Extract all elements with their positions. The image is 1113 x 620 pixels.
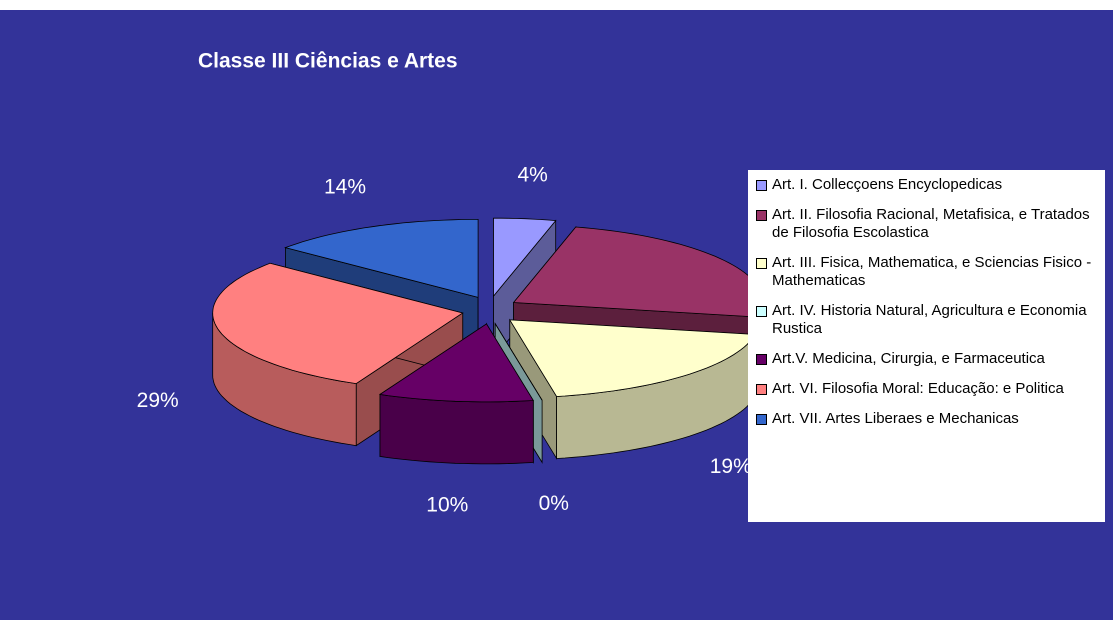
data-label: 29% — [137, 389, 179, 412]
pie-slice — [284, 218, 479, 298]
legend-swatch — [756, 354, 767, 365]
legend-label: Art. I. Collecçoens Encyclopedicas — [772, 176, 1003, 193]
legend-entry: Art.V. Medicina, Cirurgia, e Farmaceutic… — [756, 350, 1101, 368]
legend-entry: Art. IV. Historia Natural, Agricultura e… — [756, 302, 1101, 338]
legend-label: Art. II. Filosofia Racional, Metafisica,… — [772, 206, 1090, 241]
legend-label: Art. IV. Historia Natural, Agricultura e… — [772, 302, 1087, 337]
legend-swatch — [756, 180, 767, 191]
legend-entry: Art. VII. Artes Liberaes e Mechanicas — [756, 410, 1101, 428]
slice — [378, 322, 534, 465]
legend-entry: Art. III. Fisica, Mathematica, e Scienci… — [756, 254, 1101, 290]
legend: Art. I. Collecçoens Encyclopedicas Art. I… — [748, 170, 1105, 522]
pie-slice — [493, 217, 557, 298]
data-label: 0% — [539, 492, 569, 515]
legend-entry: Art. VI. Filosofia Moral: Educação: e Po… — [756, 380, 1101, 398]
legend-label: Art. VI. Filosofia Moral: Educação: e Po… — [772, 380, 1064, 397]
pie-slice — [494, 323, 543, 401]
legend-entry: Art. II. Filosofia Racional, Metafisica,… — [756, 206, 1101, 242]
data-label: 10% — [426, 493, 468, 516]
slice-wall — [379, 393, 534, 465]
legend-swatch — [756, 258, 767, 269]
legend-swatch — [756, 306, 767, 317]
legend-entry: Art. I. Collecçoens Encyclopedicas — [756, 176, 1101, 194]
legend-label: Art. III. Fisica, Mathematica, e Scienci… — [772, 254, 1092, 289]
legend-label: Art.V. Medicina, Cirurgia, e Farmaceutic… — [772, 350, 1045, 367]
legend-swatch — [756, 414, 767, 425]
pie-slice — [509, 319, 757, 397]
pie-slice — [212, 262, 464, 385]
slice — [509, 318, 757, 460]
data-label: 4% — [517, 164, 547, 187]
chart-title: Classe III Ciências e Artes — [198, 50, 458, 73]
data-label: 19% — [710, 455, 752, 478]
data-label: 14% — [324, 176, 366, 199]
legend-label: Art. VII. Artes Liberaes e Mechanicas — [772, 410, 1019, 427]
legend-swatch — [756, 210, 767, 221]
legend-swatch — [756, 384, 767, 395]
pie-slice — [378, 323, 534, 403]
